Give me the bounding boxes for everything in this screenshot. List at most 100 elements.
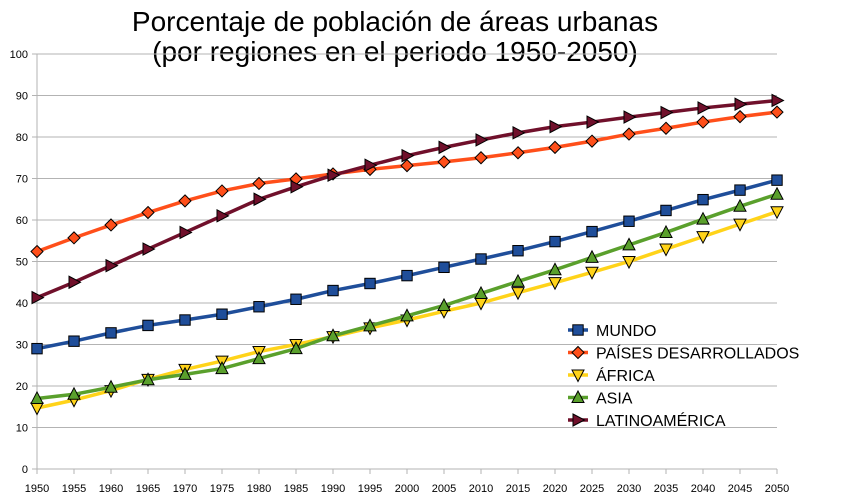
y-tick-label-80: 80 (16, 132, 28, 144)
y-tick-label-0: 0 (22, 464, 28, 476)
chart-title-line-1: Porcentaje de población de áreas urbanas (131, 6, 659, 37)
series-4-point-2040 (697, 101, 711, 115)
series-3-point-1955 (67, 386, 81, 400)
x-tick-label-1975: 1975 (210, 483, 234, 495)
series-4-point-2045 (734, 97, 748, 112)
series-0-point-2045 (734, 184, 746, 196)
series-4-point-1980 (253, 192, 267, 207)
series-1-point-2025 (585, 134, 599, 148)
series-4-point-2030 (623, 110, 637, 124)
series-3-point-2015 (511, 273, 525, 287)
series-1-point-2000 (400, 158, 414, 173)
series-4-point-2025 (586, 115, 600, 129)
series-3-point-1950 (30, 390, 44, 404)
series-3-point-2050 (770, 186, 784, 200)
series-4-point-2050 (771, 93, 785, 108)
x-tick-label-2020: 2020 (543, 483, 567, 495)
series-0-point-1955 (68, 335, 80, 347)
x-tick-label-2025: 2025 (580, 483, 604, 495)
x-tick-label-2030: 2030 (617, 483, 641, 495)
series-1-point-2035 (659, 121, 673, 135)
series-0-point-2015 (512, 245, 524, 257)
series-0-point-1975 (216, 308, 228, 320)
series-0-point-1980 (253, 301, 265, 313)
series-1-point-2015 (511, 146, 525, 160)
legend-marker-1 (571, 345, 585, 360)
x-tick-label-2015: 2015 (506, 483, 530, 495)
series-3-point-2030 (622, 237, 636, 251)
series-0-point-1950 (31, 342, 43, 355)
x-tick-label-1950: 1950 (25, 483, 49, 495)
legend-label-4: LATINOAMÉRICA (596, 411, 726, 430)
x-tick-label-1990: 1990 (321, 483, 345, 495)
series-1-point-1965 (141, 205, 155, 220)
x-tick-label-1970: 1970 (173, 483, 197, 495)
series-4-point-2035 (660, 105, 674, 120)
legend-marker-4 (572, 413, 586, 427)
series-3-point-2045 (733, 198, 747, 212)
series-0-point-2035 (660, 204, 672, 217)
series-4-point-2000 (401, 148, 415, 163)
legend-marker-3 (571, 389, 585, 403)
x-tick-label-2045: 2045 (728, 483, 752, 495)
series-0-point-2010 (475, 253, 487, 265)
chart-title-line-2: (por regiones en el periodo 1950-2050) (152, 36, 638, 67)
series-0-point-1965 (142, 319, 154, 332)
series-3-point-2010 (474, 285, 488, 299)
series-0-point-1995 (364, 277, 376, 290)
series-0-point-2000 (401, 269, 413, 282)
series-1-point-1975 (215, 184, 229, 198)
series-1-point-2050 (770, 105, 784, 119)
legend-label-1: PAÍSES DESARROLLADOS (596, 344, 799, 363)
series-1-point-1970 (178, 194, 192, 208)
x-tick-label-2010: 2010 (469, 483, 493, 495)
series-3-point-1985 (289, 341, 303, 355)
series-1-point-2020 (548, 140, 562, 155)
series-3-point-1990 (326, 328, 340, 342)
x-tick-label-2040: 2040 (691, 483, 715, 495)
x-tick-label-2005: 2005 (432, 483, 456, 495)
x-tick-label-1960: 1960 (99, 483, 123, 495)
series-4-point-2005 (438, 140, 452, 155)
series-4-point-1990 (327, 168, 341, 183)
series-2-point-2025 (585, 266, 599, 280)
x-tick-label-1985: 1985 (284, 483, 308, 495)
series-0-point-1960 (105, 327, 117, 339)
series-0-point-2050 (771, 174, 783, 186)
series-3-point-2025 (585, 249, 599, 263)
series-1-point-2005 (437, 155, 451, 169)
y-tick-label-20: 20 (16, 381, 28, 393)
x-tick-label-1955: 1955 (62, 483, 86, 495)
series-2-point-2050 (770, 206, 784, 220)
series-0-point-2025 (586, 225, 598, 238)
y-tick-label-10: 10 (16, 423, 28, 435)
series-0-point-2020 (549, 235, 561, 248)
y-tick-label-30: 30 (16, 340, 28, 352)
series-1-point-1955 (67, 231, 81, 245)
y-tick-label-70: 70 (16, 174, 28, 186)
legend-label-2: ÁFRICA (596, 366, 655, 385)
series-1-point-2040 (696, 115, 710, 129)
series-2-point-2030 (622, 256, 636, 270)
series-4-point-2010 (475, 133, 489, 147)
series-2-point-2035 (659, 243, 673, 257)
series-3-point-1995 (363, 318, 377, 332)
series-4-point-2020 (549, 119, 563, 134)
series-3-point-2020 (548, 262, 562, 276)
legend-marker-2 (571, 369, 585, 383)
x-tick-label-2035: 2035 (654, 483, 678, 495)
series-4-point-1975 (216, 209, 230, 223)
series-1-point-1950 (30, 244, 44, 259)
legend-label-0: MUNDO (596, 323, 656, 340)
series-1-point-2030 (622, 127, 636, 141)
x-tick-label-2000: 2000 (395, 483, 419, 495)
series-4-point-1955 (68, 275, 82, 290)
y-tick-label-50: 50 (16, 257, 28, 269)
y-tick-label-40: 40 (16, 298, 28, 310)
series-3-point-1970 (178, 366, 192, 380)
series-0-point-2040 (697, 193, 709, 206)
series-1-point-1980 (252, 176, 266, 191)
series-4-point-1970 (179, 225, 193, 240)
series-2-point-2020 (548, 277, 562, 291)
